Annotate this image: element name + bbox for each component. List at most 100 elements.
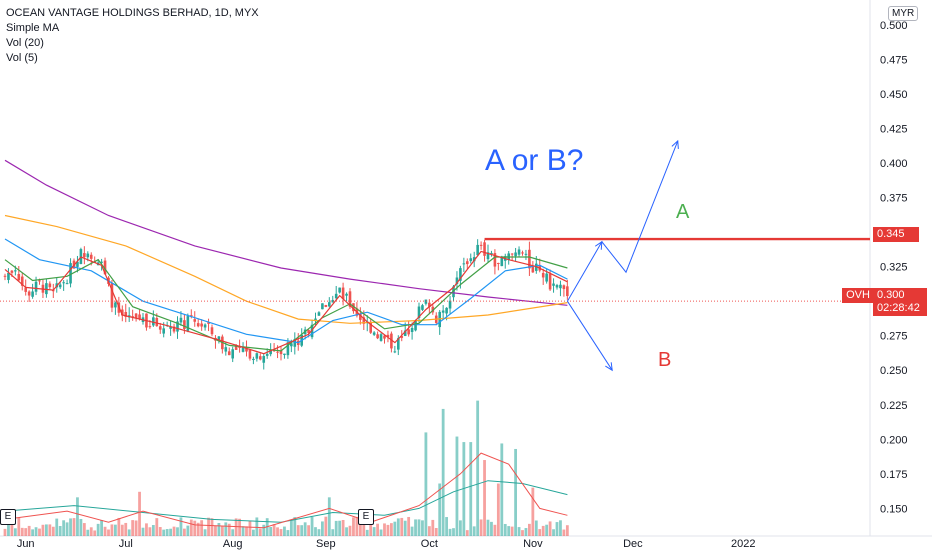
volume-bar — [114, 524, 117, 536]
volume-bar — [300, 525, 304, 536]
candle-body — [479, 244, 483, 246]
volume-bar — [165, 529, 169, 536]
candle-body — [390, 333, 393, 349]
volume-bar — [86, 529, 90, 536]
candle-body — [196, 323, 200, 327]
volume-bar — [210, 518, 214, 536]
volume-bar — [269, 527, 273, 536]
volume-bar — [176, 527, 179, 536]
candle-body — [62, 282, 65, 284]
candle-body — [428, 302, 431, 307]
volume-bar — [58, 526, 62, 536]
volume-bar — [472, 526, 476, 536]
volume-bar — [145, 523, 148, 536]
volume-bar — [321, 521, 324, 536]
volume-bar — [100, 520, 103, 536]
volume-bar — [262, 524, 266, 536]
candle-body — [562, 285, 566, 290]
candle-body — [386, 334, 390, 337]
volume-bar — [203, 529, 207, 536]
currency-badge[interactable]: MYR — [888, 6, 919, 21]
candle-body — [148, 326, 152, 328]
volume-bar — [514, 448, 517, 536]
volume-bar — [293, 517, 297, 536]
candle-body — [52, 290, 55, 292]
x-tick-label: Sep — [316, 538, 336, 550]
volume-bar — [214, 525, 217, 536]
volume-bar — [255, 517, 259, 536]
earnings-badge-sep[interactable]: E — [358, 509, 374, 525]
candle-body — [17, 274, 21, 281]
volume-bar — [148, 527, 152, 536]
candle-body — [269, 349, 272, 355]
candle-body — [338, 287, 341, 293]
candle-body — [545, 273, 548, 282]
volume-bar — [369, 524, 373, 536]
volume-bar — [331, 529, 335, 536]
volume-bar — [559, 520, 562, 536]
volume-bar — [131, 520, 135, 536]
candle-body — [400, 336, 404, 338]
volume-bar — [427, 526, 431, 536]
volume-bar — [41, 524, 45, 536]
candle-body — [31, 291, 34, 297]
candle-body — [286, 342, 290, 356]
volume-bar — [127, 529, 131, 536]
volume-bar — [390, 523, 393, 536]
volume-bar — [452, 528, 455, 536]
resistance-price-tag: 0.345 — [873, 227, 919, 242]
volume-bar — [448, 528, 452, 536]
volume-bar — [348, 525, 352, 536]
volume-bar — [124, 522, 128, 536]
volume-bar — [258, 528, 262, 536]
volume-bar — [220, 526, 224, 536]
volume-bar — [407, 516, 411, 536]
candle-body — [528, 249, 531, 269]
volume-bar — [169, 528, 172, 536]
volume-bar — [383, 523, 386, 536]
volume-bar — [207, 517, 210, 536]
x-tick-label: Jul — [119, 538, 133, 550]
volume-bar — [417, 519, 421, 536]
volume-bar — [248, 520, 252, 536]
earnings-badge-jun[interactable]: E — [0, 509, 16, 525]
volume-bar — [424, 432, 428, 536]
candle-body — [455, 277, 459, 284]
y-tick-label: 0.275 — [880, 331, 908, 343]
candle-body — [421, 305, 424, 310]
volume-bar — [283, 526, 286, 536]
candle-body — [283, 353, 286, 355]
volume-bar — [13, 528, 17, 536]
y-tick-label: 0.500 — [880, 20, 908, 32]
indicator-simple-ma[interactable]: Simple MA — [6, 22, 60, 34]
volume-bar — [565, 525, 569, 536]
candle-body — [441, 310, 445, 313]
volume-ma-5 — [4, 452, 568, 529]
volume-bar — [379, 529, 383, 536]
volume-bar — [20, 527, 24, 536]
candle-body — [369, 321, 372, 333]
volume-bar — [314, 527, 317, 536]
candle-body — [186, 316, 190, 331]
indicator-vol-5[interactable]: Vol (5) — [6, 52, 38, 64]
candle-body — [334, 293, 338, 299]
volume-bar — [224, 522, 228, 536]
symbol-title[interactable]: OCEAN VANTAGE HOLDINGS BERHAD, 1D, MYX — [6, 7, 259, 19]
indicator-vol-20[interactable]: Vol (20) — [6, 37, 44, 49]
volume-bar — [307, 525, 310, 536]
volume-bar — [345, 527, 348, 536]
candle-body — [393, 351, 397, 353]
volume-bar — [338, 520, 342, 536]
volume-bar — [183, 528, 186, 536]
volume-bar — [552, 529, 555, 536]
volume-bar — [107, 529, 110, 536]
candle-body — [183, 320, 186, 329]
candle-body — [155, 317, 159, 327]
candle-body — [234, 345, 238, 350]
candle-body — [124, 312, 128, 317]
volume-bar — [490, 521, 493, 536]
candle-body — [359, 314, 362, 320]
candle-body — [231, 349, 234, 359]
volume-bar — [521, 530, 524, 536]
